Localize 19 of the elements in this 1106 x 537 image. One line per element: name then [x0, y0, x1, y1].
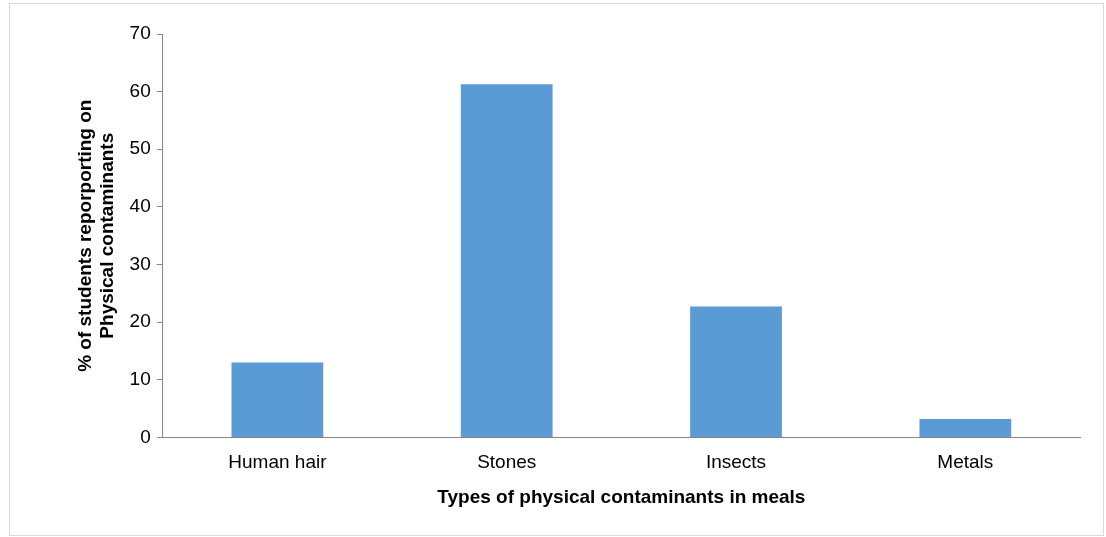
- y-tick-label: 10: [129, 368, 151, 390]
- bar: [460, 84, 553, 437]
- y-tick-label: 20: [129, 310, 151, 332]
- y-tick-label: 40: [129, 195, 151, 217]
- bar: [690, 306, 782, 437]
- x-tick-label: Insects: [705, 451, 767, 473]
- y-tick-label: 50: [129, 137, 151, 159]
- x-tick-label: Human hair: [228, 451, 328, 473]
- text: Physical contaminants: [96, 132, 118, 339]
- text: % of students reporporting on: [73, 99, 95, 372]
- x-tick-label: Metals: [937, 451, 994, 473]
- x-tick-label: Stones: [477, 451, 537, 473]
- bar: [919, 418, 1012, 437]
- y-tick-label: 30: [129, 252, 151, 274]
- y-tick-label: 60: [129, 79, 151, 101]
- y-tick-label: 0: [140, 425, 151, 447]
- x-axis-title: Types of physical contaminants in meals: [437, 485, 806, 507]
- bar: [231, 362, 324, 437]
- y-tick-label: 70: [129, 22, 151, 44]
